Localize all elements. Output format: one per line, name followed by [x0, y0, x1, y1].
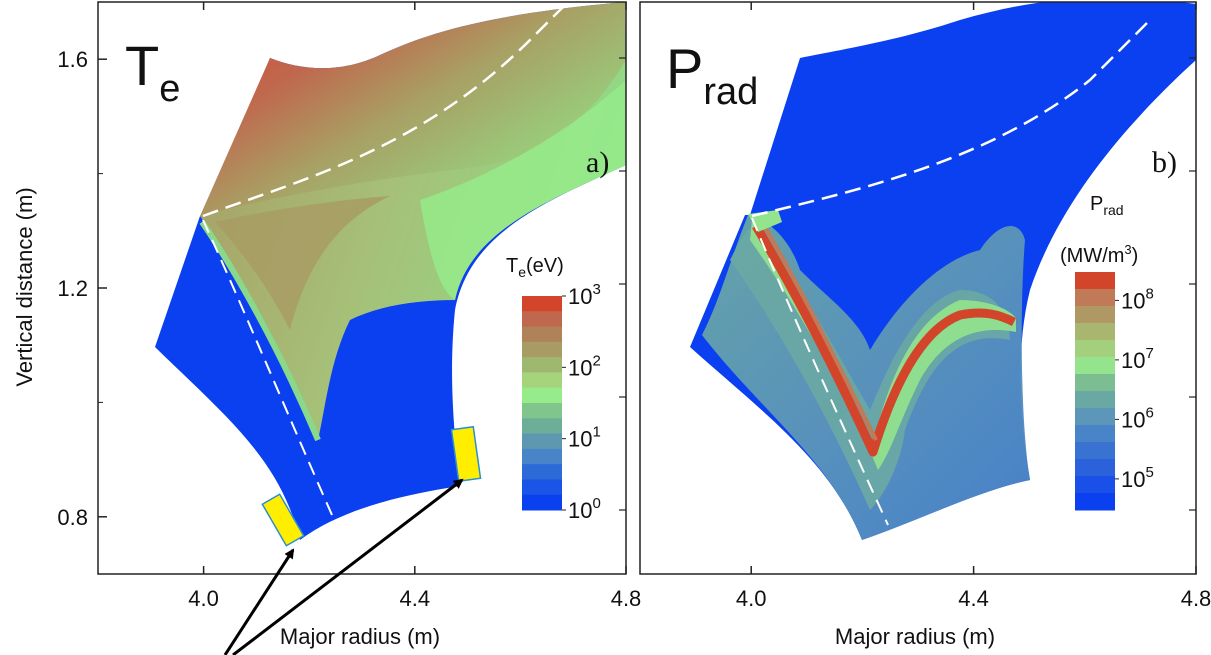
panel-b-label: b) [1152, 146, 1177, 179]
colorbar-swatch [522, 403, 562, 419]
y-tick-label: 1.6 [57, 47, 88, 72]
colorbar-tick-label: 103 [568, 281, 601, 309]
colorbar-swatch [1075, 340, 1115, 358]
panel-te: Te(eV) 103 102 101 100 4.0 4.4 4.8 0.8 1.2 1.6 T… [12, 0, 641, 649]
prad-colorbar [1075, 272, 1115, 511]
colorbar-swatch [522, 311, 562, 327]
colorbar-tick-label: 101 [568, 424, 601, 452]
y-tick-label: 0.8 [57, 505, 88, 530]
x-tick-label: 4.0 [736, 586, 767, 611]
colorbar-swatch [1075, 391, 1115, 409]
te-panel-symbol: Te [125, 34, 180, 110]
colorbar-swatch [1075, 357, 1115, 375]
colorbar-swatch [522, 449, 562, 465]
colorbar-swatch [522, 357, 562, 373]
colorbar-swatch [522, 342, 562, 358]
colorbar-tick-label: 105 [1121, 464, 1154, 492]
colorbar-tick-label: 102 [568, 352, 601, 380]
colorbar-swatch [1075, 272, 1115, 290]
colorbar-swatch [522, 495, 562, 511]
colorbar-swatch [1075, 306, 1115, 324]
te-colorbar [522, 296, 562, 511]
colorbar-tick-label: 106 [1121, 404, 1154, 432]
colorbar-swatch [522, 327, 562, 343]
panel-a-label: a) [586, 146, 609, 179]
colorbar-swatch [1075, 442, 1115, 460]
colorbar-tick-label: 100 [568, 495, 601, 523]
te-colorbar-title: Te(eV) [506, 255, 564, 280]
colorbar-swatch [522, 296, 562, 312]
prad-colorbar-title: Prad [1090, 193, 1124, 218]
colorbar-swatch [1075, 408, 1115, 426]
colorbar-swatch [1075, 289, 1115, 307]
x-tick-label: 4.8 [1181, 586, 1211, 611]
colorbar-swatch [1075, 476, 1115, 494]
colorbar-swatch [522, 464, 562, 480]
colorbar-swatch [1075, 493, 1115, 511]
colorbar-tick-label: 108 [1121, 285, 1154, 313]
prad-panel-symbol: Prad [666, 37, 758, 113]
colorbar-swatch [522, 372, 562, 388]
colorbar-swatch [522, 479, 562, 495]
colorbar-swatch [522, 388, 562, 404]
colorbar-swatch [522, 434, 562, 450]
colorbar-swatch [1075, 459, 1115, 477]
x-tick-label: 4.4 [400, 586, 431, 611]
te-colorbar-ticks: 103 102 101 100 [562, 281, 601, 523]
colorbar-swatch [522, 418, 562, 434]
colorbar-swatch [1075, 374, 1115, 392]
colorbar-tick-label: 107 [1121, 345, 1154, 373]
x-tick-label: 4.8 [611, 586, 642, 611]
prad-colorbar-unit: (MW/m3) [1060, 242, 1138, 267]
colorbar-swatch [1075, 425, 1115, 443]
panel-a-x-axis-label: Major radius (m) [280, 624, 440, 649]
y-axis-label: Vertical distance (m) [12, 187, 37, 386]
panel-prad: Prad (MW/m3) 108 107 106 105 4.0 4.4 4.8 Prad… [640, 0, 1211, 649]
colorbar-swatch [1075, 323, 1115, 341]
x-tick-label: 4.4 [958, 586, 989, 611]
x-tick-label: 4.0 [188, 586, 219, 611]
y-tick-label: 1.2 [57, 276, 88, 301]
panel-b-x-axis-label: Major radius (m) [835, 624, 995, 649]
prad-colorbar-ticks: 108 107 106 105 [1115, 285, 1154, 492]
